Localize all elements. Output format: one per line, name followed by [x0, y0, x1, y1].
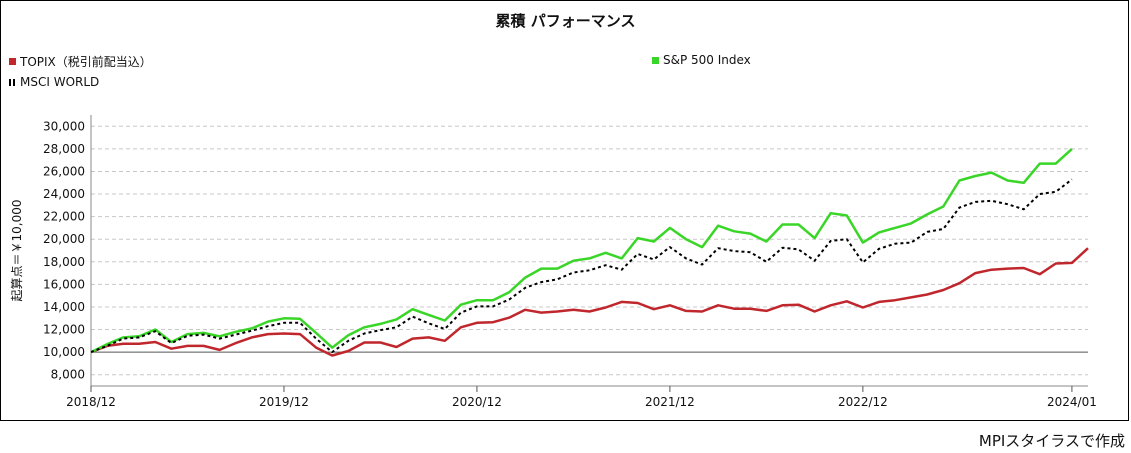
- legend-item-sp500: S&P 500 Index: [652, 53, 751, 67]
- legend-label-topix: TOPIX（税引前配当込）: [20, 55, 152, 69]
- legend-swatch-topix: [9, 58, 16, 65]
- chart-title: 累積 パフォーマンス: [495, 12, 636, 30]
- series-line-sp500: [90, 147, 1073, 354]
- y-tick-label: 24,000: [43, 187, 85, 201]
- x-tick-label: 2021/12: [645, 395, 695, 409]
- y-tick-label: 12,000: [43, 323, 85, 337]
- y-tick-label: 16,000: [43, 277, 85, 291]
- legend-swatch-sp500: [652, 56, 659, 64]
- y-tick-label: 10,000: [43, 345, 85, 359]
- y-tick-label: 22,000: [43, 210, 85, 224]
- legend-swatch-msci-world: [9, 78, 16, 86]
- y-tick-label: 30,000: [43, 119, 85, 133]
- y-tick-label: 8,000: [51, 368, 85, 382]
- x-tick-label: 2019/12: [259, 395, 309, 409]
- x-tick-label: 2022/12: [838, 395, 888, 409]
- legend-label-sp500: S&P 500 Index: [663, 53, 751, 67]
- line-chart: 8,000 10,000 12,000 14,000 16,000 18,000 20,00…: [9, 115, 1097, 409]
- legend-label-msci-world: MSCI WORLD: [20, 75, 100, 89]
- series-line-msci-world: [90, 178, 1073, 354]
- credit-text: MPIスタイラスで作成: [978, 432, 1125, 450]
- y-tick-label: 28,000: [43, 142, 85, 156]
- x-tick-label: 2024/01: [1047, 395, 1097, 409]
- chart-frame: 累積 パフォーマンス TOPIX（税引前配当込） S&P 500 Index M…: [0, 0, 1129, 421]
- series-line-topix: [90, 247, 1089, 357]
- y-axis-label: 起算点＝￥10,000: [9, 200, 24, 302]
- x-tick-label: 2020/12: [452, 395, 502, 409]
- legend-item-msci-world: MSCI WORLD: [9, 75, 99, 89]
- y-tick-label: 14,000: [43, 300, 85, 314]
- y-tick-label: 26,000: [43, 164, 85, 178]
- y-tick-label: 18,000: [43, 255, 85, 269]
- x-tick-label: 2018/12: [66, 395, 116, 409]
- legend-item-topix: TOPIX（税引前配当込）: [9, 53, 152, 70]
- y-tick-label: 20,000: [43, 232, 85, 246]
